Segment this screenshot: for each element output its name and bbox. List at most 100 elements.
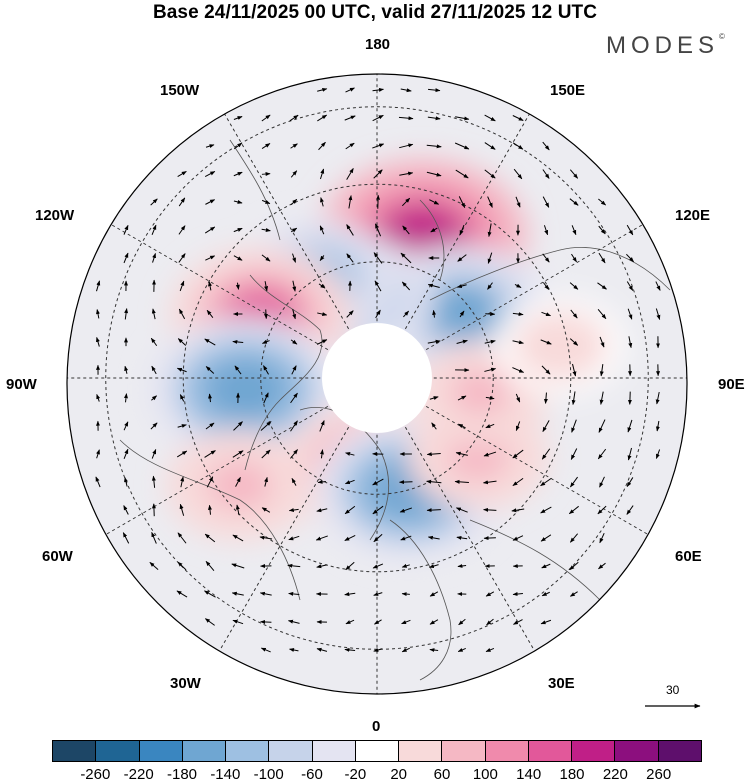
wind-arrow [512, 312, 524, 317]
wind-arrow [542, 253, 550, 263]
wind-arrow [513, 619, 523, 625]
wind-arrow [96, 449, 100, 459]
colorbar-cell [182, 741, 227, 761]
wind-arrow [485, 312, 496, 317]
wind-arrow [459, 310, 465, 318]
lon-label-150w: 150W [160, 82, 200, 99]
wind-arrow [568, 505, 579, 515]
wind-arrow [318, 283, 326, 289]
wind-arrow [178, 253, 186, 263]
wind-arrow [96, 393, 101, 402]
wind-arrow [151, 365, 157, 375]
wind-arrow [455, 116, 470, 121]
wind-arrow [655, 449, 661, 459]
wind-arrow [571, 419, 577, 433]
wind-arrow [319, 168, 325, 180]
wind-arrow [235, 504, 240, 516]
wind-arrow [457, 647, 466, 653]
wind-arrow [399, 171, 414, 176]
wind-arrow [542, 282, 550, 290]
wind-arrow [374, 280, 382, 292]
colorbar-cell [96, 741, 140, 761]
wind-arrow [95, 476, 101, 488]
wind-arrow [123, 224, 129, 235]
wind-arrow [542, 196, 550, 208]
wind-arrow [426, 144, 442, 149]
wind-arrow [151, 531, 157, 544]
wind-arrow [205, 422, 215, 430]
colorbar-cell [269, 741, 313, 761]
colorbar-tick-label: 100 [472, 766, 498, 783]
wind-arrow [374, 619, 382, 625]
wind-arrow [655, 391, 660, 405]
wind-arrow [261, 228, 271, 232]
wind-arrow [401, 197, 411, 207]
lon-label-90w: 90W [6, 376, 37, 393]
wind-vectors [95, 87, 661, 653]
wind-arrow [626, 477, 634, 487]
wind-arrow [288, 508, 299, 513]
wind-arrow [176, 450, 188, 458]
wind-arrow [204, 533, 216, 543]
wind-arrow [316, 647, 328, 652]
wind-arrow [511, 508, 525, 513]
wind-arrow [512, 115, 524, 121]
wind-arrow [599, 336, 605, 348]
meridian-line [91, 212, 344, 360]
wind-arrow [487, 196, 493, 208]
colorbar-tick-label: 180 [559, 766, 585, 783]
wind-arrow [373, 169, 383, 179]
wind-arrow [345, 87, 355, 93]
colorbar-tick-label: -20 [344, 766, 367, 783]
wind-arrow [431, 422, 437, 430]
wind-arrow [151, 224, 157, 236]
colorbar-tick-label: -60 [301, 766, 323, 783]
wind-arrow [456, 535, 468, 540]
wind-arrow [122, 532, 130, 544]
wind-arrow [290, 227, 298, 233]
wind-arrow [235, 476, 241, 487]
wind-arrow [372, 114, 384, 122]
wind-arrow [432, 309, 437, 318]
wind-arrow [259, 535, 273, 540]
wind-arrow [290, 143, 298, 149]
wind-arrow [540, 477, 552, 487]
wind-arrow [124, 308, 129, 320]
colorbar-cell [139, 741, 183, 761]
wind-arrow [180, 476, 185, 488]
wind-arrow [482, 480, 497, 485]
wind-arrow [427, 283, 440, 289]
wind-arrow [123, 448, 129, 459]
wind-arrow [344, 479, 355, 485]
wind-arrow [346, 253, 354, 263]
wind-arrow [597, 308, 607, 320]
wind-arrow [486, 618, 494, 626]
wind-arrow [569, 198, 579, 206]
wind-arrow [398, 116, 414, 121]
wind-arrow [346, 310, 354, 318]
wind-arrow [401, 281, 411, 291]
wind-arrow [375, 309, 381, 319]
brand-registered-mark: © [719, 32, 725, 41]
wind-arrow [627, 419, 633, 433]
wind-arrow [569, 533, 579, 543]
wind-arrow [426, 171, 442, 177]
wind-arrow [151, 448, 157, 459]
wind-arrow [232, 534, 244, 542]
wind-arrow [401, 563, 410, 568]
wind-arrow [459, 224, 465, 236]
wind-arrow [400, 535, 412, 541]
wind-arrow [598, 419, 606, 433]
wind-arrow [454, 479, 469, 484]
coast-chukotka [419, 199, 445, 281]
coast-north-america [244, 274, 323, 471]
wind-arrow [512, 592, 523, 597]
wind-arrow [571, 391, 576, 406]
wind-arrow [455, 451, 468, 456]
wind-arrow [261, 114, 271, 122]
colorbar-cell [53, 741, 97, 761]
wind-arrow [427, 535, 440, 540]
wind-arrow [373, 648, 383, 652]
wind-arrow [289, 114, 299, 122]
